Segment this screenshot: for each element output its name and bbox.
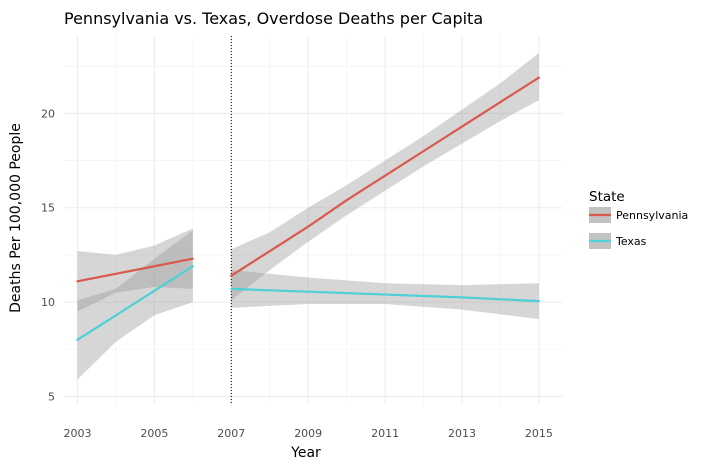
texas-line-1 xyxy=(76,265,194,341)
y-tick-label: 15 xyxy=(41,202,55,215)
x-axis-title: Year xyxy=(290,445,321,461)
texas-legend-label: Texas xyxy=(615,235,647,248)
pennsylvania-legend-label: Pennsylvania xyxy=(616,209,688,222)
x-tick-label: 2013 xyxy=(448,427,476,440)
legend: State Pennsylvania Texas xyxy=(589,189,688,249)
x-tick-label: 2007 xyxy=(217,427,245,440)
x-tick-label: 2005 xyxy=(140,427,168,440)
y-tick-label: 5 xyxy=(48,390,55,403)
axis-ticks: 2003 2005 2007 2009 2011 2013 2015 5 10 15 20 xyxy=(41,107,553,440)
y-tick-label: 20 xyxy=(41,107,55,120)
chart-title: Pennsylvania vs. Texas, Overdose Deaths … xyxy=(64,9,483,28)
texas-line-2 xyxy=(230,287,541,303)
y-axis-title: Deaths Per 100,000 People xyxy=(8,123,24,313)
x-tick-label: 2003 xyxy=(63,427,91,440)
series-lines xyxy=(76,76,541,341)
legend-title: State xyxy=(589,189,625,205)
pennsylvania-line-2 xyxy=(230,76,541,277)
x-tick-label: 2011 xyxy=(371,427,399,440)
y-tick-label: 10 xyxy=(41,296,55,309)
x-tick-label: 2009 xyxy=(294,427,322,440)
pennsylvania-line-1 xyxy=(76,257,194,283)
x-tick-label: 2015 xyxy=(525,427,553,440)
texas-ci-band-1 xyxy=(77,230,193,380)
